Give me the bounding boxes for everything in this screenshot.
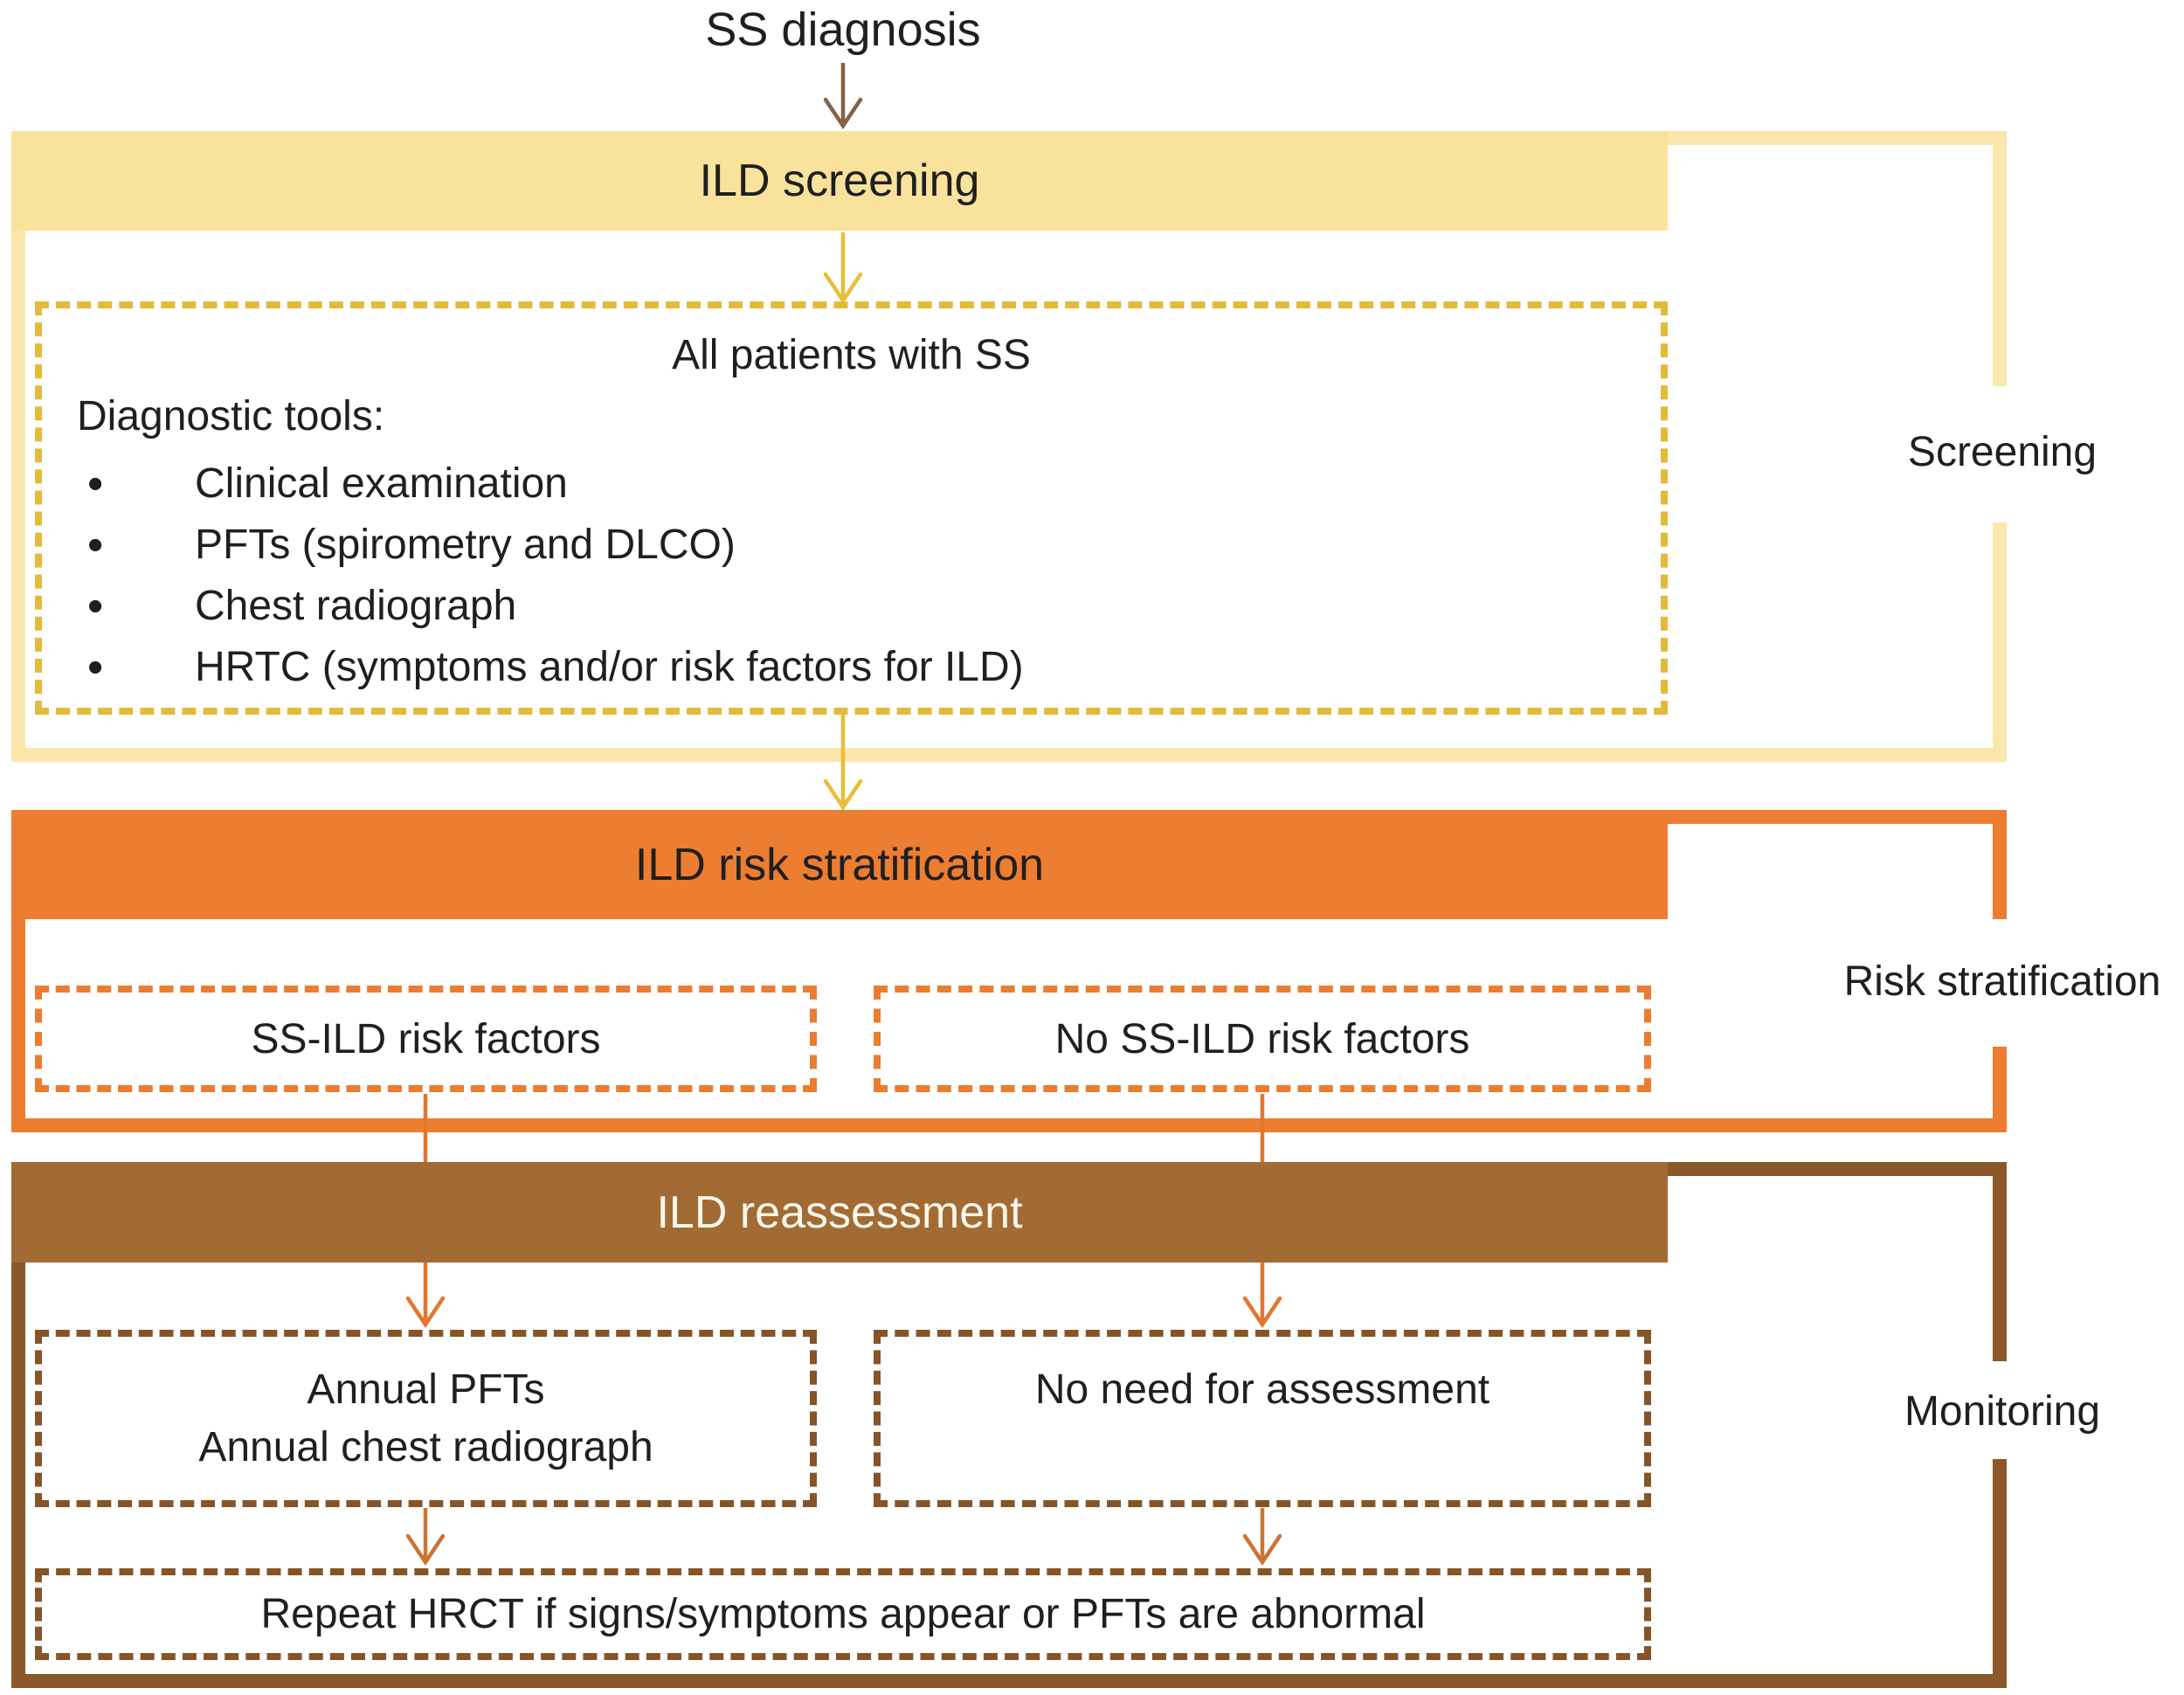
page-title: SS diagnosis xyxy=(705,3,981,56)
annual-radiograph-line: Annual chest radiograph xyxy=(198,1424,653,1470)
monitoring-header-bar: ILD reassessment xyxy=(11,1162,1668,1263)
screening-label-gap xyxy=(1976,386,2035,522)
monitoring-side-label: Monitoring xyxy=(1904,1388,2101,1435)
list-item-label: PFTs (spirometry and DLCO) xyxy=(195,522,736,568)
list-item: HRTC (symptoms and/or risk factors for I… xyxy=(42,637,1661,698)
list-item: Clinical examination xyxy=(42,453,1661,515)
ss-ild-risk-factors-box: SS-ILD risk factors xyxy=(35,986,817,1092)
screening-side-label: Screening xyxy=(1907,429,2098,475)
repeat-hrct-box: Repeat HRCT if signs/symptoms appear or … xyxy=(35,1568,1651,1660)
no-ss-ild-risk-factors-box: No SS-ILD risk factors xyxy=(874,986,1651,1092)
bullet-dot xyxy=(87,453,103,516)
no-need-assessment-label: No need for assessment xyxy=(1034,1366,1490,1413)
down-arrow-icon xyxy=(823,709,863,811)
diagnostic-tools-list: Clinical examination PFTs (spirometry an… xyxy=(42,453,1661,698)
risk-header-bar: ILD risk stratification xyxy=(11,810,1668,919)
risk-header-label: ILD risk stratification xyxy=(634,839,1045,890)
risk-side-label: Risk stratification xyxy=(1843,958,2161,1005)
screening-header-bar: ILD screening xyxy=(11,131,1668,231)
list-item-label: Clinical examination xyxy=(195,460,568,507)
ss-ild-risk-factors-label: SS-ILD risk factors xyxy=(251,1015,601,1062)
bullet-dot xyxy=(87,515,103,578)
list-item-label: HRTC (symptoms and/or risk factors for I… xyxy=(195,644,1024,690)
no-need-assessment-box: No need for assessment xyxy=(874,1330,1651,1507)
annual-pfts-line: Annual PFTs xyxy=(307,1366,545,1413)
list-item: PFTs (spirometry and DLCO) xyxy=(42,515,1661,576)
repeat-hrct-label: Repeat HRCT if signs/symptoms appear or … xyxy=(260,1591,1426,1637)
annual-pfts-box: Annual PFTs Annual chest radiograph xyxy=(35,1330,817,1507)
bullet-dot xyxy=(87,637,103,700)
no-ss-ild-risk-factors-label: No SS-ILD risk factors xyxy=(1054,1015,1470,1062)
bullet-dot xyxy=(87,576,103,639)
down-arrow-icon xyxy=(823,232,863,304)
down-arrow-icon xyxy=(1242,1508,1282,1566)
list-item: Chest radiograph xyxy=(42,576,1661,637)
monitoring-header-label: ILD reassessment xyxy=(656,1186,1023,1238)
all-patients-box: All patients with SS Diagnostic tools: C… xyxy=(35,301,1668,715)
screening-header-label: ILD screening xyxy=(699,156,980,206)
list-item-label: Chest radiograph xyxy=(195,583,517,629)
down-arrow-icon xyxy=(823,63,863,129)
all-patients-heading: All patients with SS xyxy=(672,332,1031,378)
diagnostic-tools-label: Diagnostic tools: xyxy=(77,393,385,439)
monitoring-label-gap xyxy=(1976,1361,2035,1459)
risk-label-gap xyxy=(1976,919,2035,1047)
down-arrow-icon xyxy=(405,1508,446,1566)
